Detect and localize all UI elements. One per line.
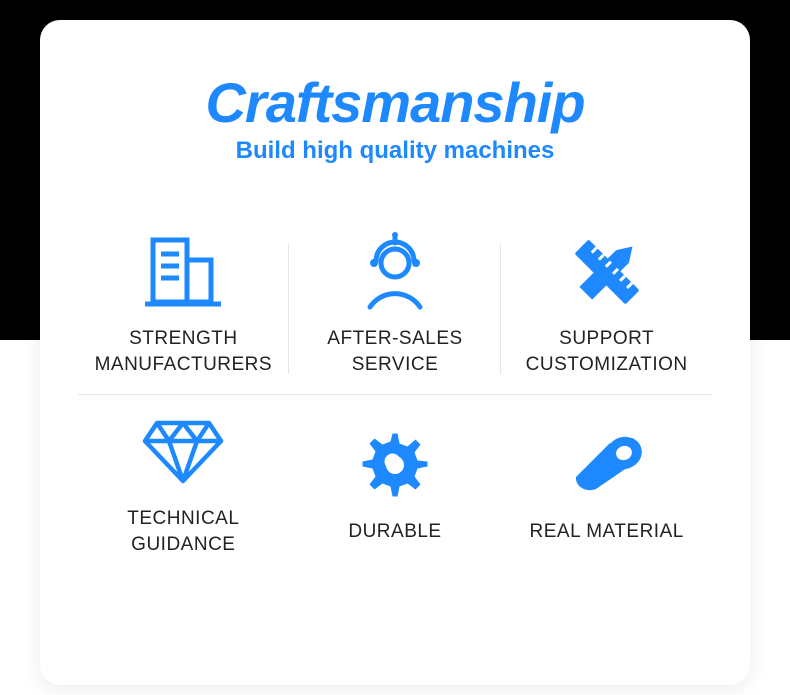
pencil-ruler-icon [566, 232, 648, 312]
headset-person-icon [356, 232, 434, 312]
feature-cell: STRENGTH MANUFACTURERS [78, 215, 290, 395]
feature-label: STRENGTH MANUFACTURERS [95, 326, 273, 377]
card-title: Craftsmanship [205, 70, 584, 135]
buildings-icon [141, 232, 225, 312]
gear-icon [359, 425, 431, 505]
features-card: Craftsmanship Build high quality machine… [40, 20, 750, 685]
feature-label: REAL MATERIAL [530, 519, 684, 545]
features-grid: STRENGTH MANUFACTURERS AFTER-SALES SER [78, 215, 713, 575]
feature-cell: SUPPORT CUSTOMIZATION [501, 215, 713, 395]
feature-cell: REAL MATERIAL [501, 395, 713, 575]
feature-label: TECHNICAL GUIDANCE [127, 506, 239, 557]
feature-label: SUPPORT CUSTOMIZATION [526, 326, 688, 377]
feature-cell: TECHNICAL GUIDANCE [78, 395, 290, 575]
card-subtitle: Build high quality machines [236, 137, 555, 165]
material-roll-icon [566, 425, 648, 505]
feature-cell: DURABLE [289, 395, 501, 575]
diamond-icon [139, 412, 227, 492]
feature-cell: AFTER-SALES SERVICE [289, 215, 501, 395]
feature-label: DURABLE [348, 519, 441, 545]
feature-label: AFTER-SALES SERVICE [327, 326, 462, 377]
